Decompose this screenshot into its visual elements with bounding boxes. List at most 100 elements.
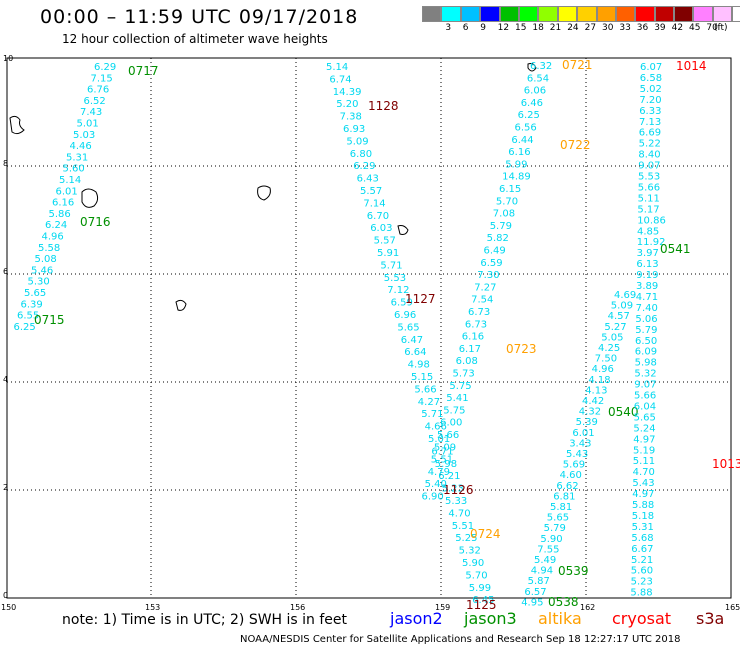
wave-height-value: 10.86 [637,215,666,226]
wave-height-value: 5.57 [374,236,396,247]
y-tick-label: 0 [3,591,8,600]
scale-swatch [732,6,740,22]
wave-height-value: 5.18 [632,511,654,522]
wave-height-value: 5.11 [633,456,655,467]
wave-height-value: 6.39 [21,299,43,310]
wave-height-value: 5.79 [544,523,566,534]
scale-label: 27 [584,23,597,33]
credit-line: NOAA/NESDIS Center for Satellite Applica… [240,634,681,645]
wave-height-value: 3.89 [636,281,658,292]
page-title: 00:00 – 11:59 UTC 09/17/2018 [40,6,359,28]
wave-height-value: 5.23 [442,484,464,495]
wave-height-value: 5.79 [490,221,512,232]
wave-height-value: 5.71 [380,260,402,271]
wave-height-value: 6.49 [484,246,506,257]
wave-height-value: 5.66 [634,391,656,402]
wave-height-value: 7.08 [493,209,515,220]
wave-height-value: 6.59 [480,258,502,269]
page-subtitle: 12 hour collection of altimeter wave hei… [62,32,328,46]
wave-height-value: 6.16 [462,332,484,343]
wave-height-value: 7.54 [471,295,493,306]
wave-height-value: 4.13 [585,385,607,396]
wave-height-value: 5.32 [634,369,656,380]
wave-height-value: 5.30 [28,277,50,288]
wave-height-value: 5.25 [455,533,477,544]
wave-height-value: 4.27 [418,397,440,408]
wave-height-value: 5.75 [443,405,465,416]
wave-height-value: 6.80 [350,149,372,160]
axis-ticks: 150 153 156 159 162 165 0 2 4 6 8 10 [1,54,740,612]
wave-height-value: 4.98 [408,360,430,371]
wave-height-value: 5.99 [469,583,491,594]
footnote: note: 1) Time is in UTC; 2) SWH is in fe… [62,612,348,628]
scale-label: 21 [549,23,562,33]
wave-height-value: 9.07 [638,161,660,172]
wave-height-value: 5.60 [63,164,85,175]
wave-height-value: 5.20 [336,99,358,110]
wave-height-value: 5.70 [465,570,487,581]
wave-height-value: 6.43 [357,174,379,185]
grid-lines [7,58,731,598]
wave-height-value: 5.22 [639,139,661,150]
wave-height-value: 5.31 [66,152,88,163]
wave-height-value: 4.71 [636,292,658,303]
wave-height-value: 5.90 [462,558,484,569]
wave-height-value: 6.69 [639,128,661,139]
scale-swatch [654,6,675,22]
wave-height-value: 3.97 [637,248,659,259]
scale-label: 36 [636,23,649,33]
wave-height-value: 5.58 [38,243,60,254]
y-tick-label: 6 [3,267,8,276]
wave-height-value: 8.40 [638,150,660,161]
legend-cryosat: cryosat [612,609,672,628]
track-time-label: 1127 [405,292,436,306]
wave-height-value: 5.75 [449,381,471,392]
wave-height-value: 6.16 [508,147,530,158]
x-tick-label: 150 [1,603,16,612]
island-outline [397,225,409,235]
wave-height-value: 5.51 [452,521,474,532]
wave-height-value: 6.71 [431,446,453,457]
wave-height-value: 5.09 [611,301,633,312]
scale-swatch [615,6,636,22]
wave-height-value: 4.60 [560,470,582,481]
wave-height-value: 5.70 [496,196,518,207]
scale-swatch [460,6,481,22]
scale-swatch [499,6,519,22]
wave-height-value: 6.25 [14,322,36,333]
wave-height-value: 4.95 [521,597,543,608]
island-outline [257,185,271,201]
wave-height-value: 6.08 [456,356,478,367]
wave-height-value: 5.98 [435,459,457,470]
wave-height-value: 5.65 [397,322,419,333]
wave-height-value: 6.15 [499,184,521,195]
wave-height-value: 6.06 [524,86,546,97]
wave-height-value: 5.71 [421,409,443,420]
wave-height-value: 14.89 [502,172,531,183]
scale-swatch [577,6,597,22]
wave-height-value: 6.46 [521,98,543,109]
scale-label: 12 [497,23,510,33]
track-time-label: 0715 [34,313,65,327]
wave-height-value: 5.91 [377,248,399,259]
wave-height-value: 5.88 [630,588,652,599]
y-tick-label: 8 [3,159,8,168]
wave-height-value: 6.55 [17,311,39,322]
wave-height-value: 4.97 [633,434,655,445]
track-time-label: 1126 [443,483,474,497]
wave-height-value: 5.41 [446,393,468,404]
wave-height-value: 9.19 [636,270,658,281]
y-tick-label: 4 [3,375,8,384]
wave-height-value: 5.99 [505,159,527,170]
wave-height-value: 6.58 [640,73,662,84]
color-scale-legend: 3 6 9 12 15 18 21 24 27 30 33 36 39 42 45 70 (ft) [422,6,740,33]
wave-height-value: 7.43 [80,107,102,118]
wave-height-value: 5.43 [566,449,588,460]
wave-height-value: 6.90 [422,492,444,503]
scale-unit: (ft) [714,23,728,33]
wave-height-value: 5.88 [632,500,654,511]
wave-height-value: 5.17 [637,204,659,215]
wave-height-value: 6.52 [84,96,106,107]
wave-height-value: 6.62 [556,481,578,492]
wave-height-value: 6.25 [518,110,540,121]
